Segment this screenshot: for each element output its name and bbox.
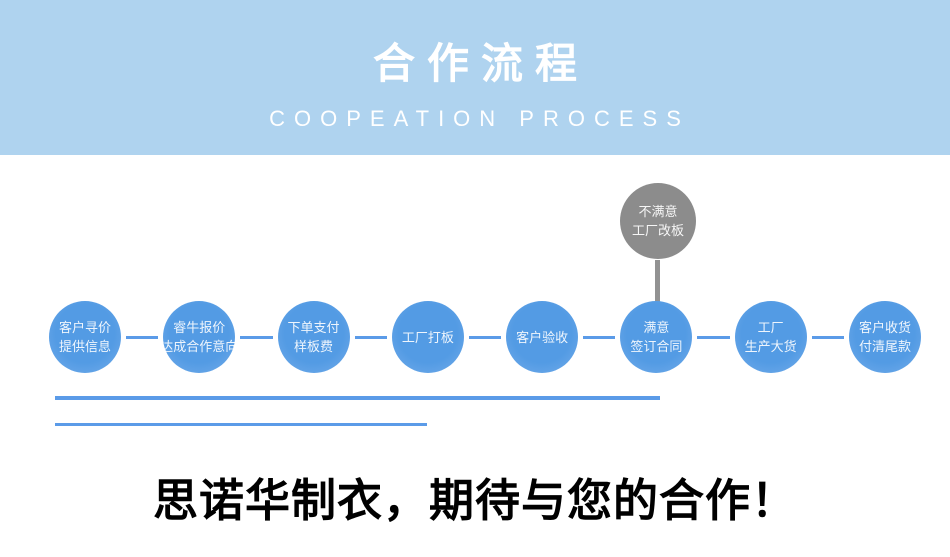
flow-step-label: 满意: [643, 320, 670, 335]
decorative-line-short: [55, 423, 427, 426]
flow-connector-line: [240, 335, 273, 339]
flow-step-label: 下单支付: [287, 320, 340, 335]
flow-connector-line: [468, 335, 502, 339]
page-subtitle: COOPEATION PROCESS: [269, 106, 690, 131]
flow-step-circle: 客户收货 付清尾款: [848, 301, 921, 373]
cooperation-flowchart: 不满意 工厂改板 客户寻价 提供信息 睿牛报价 达成合作意向 下单支付 样板费 工厂打板 客户…: [0, 155, 950, 455]
flow-step-label: 客户验收: [516, 329, 569, 345]
flow-step-label: 客户收货: [858, 320, 911, 335]
flow-step-label: 客户寻价: [58, 320, 111, 335]
flow-step-circle: 睿牛报价达成合作意向: [160, 301, 239, 373]
flow-step-label: 生产大货: [744, 339, 797, 354]
flow-step-label: 工厂: [757, 320, 784, 335]
flow-connector-line: [811, 335, 844, 339]
page-title: 合作流程: [372, 40, 589, 87]
flow-step-label: 工厂打板: [401, 329, 454, 345]
flow-node-revision: 不满意 工厂改板: [620, 183, 696, 259]
decorative-line-long: [55, 396, 660, 400]
flow-step-circle: 客户验收: [506, 301, 579, 373]
flow-step-label: 提供信息: [58, 339, 111, 354]
flow-step-circle: 工厂 生产大货: [734, 301, 807, 373]
flow-step-label: 样板费: [294, 339, 334, 354]
flow-step-circle: 下单支付 样板费: [277, 301, 350, 373]
slogan-text: 思诺华制衣，期待与您的合作！: [152, 476, 797, 526]
header-banner: 合作流程 COOPEATION PROCESS: [0, 0, 950, 155]
flow-branch-label: 工厂改板: [631, 223, 684, 238]
flow-row: 客户寻价 提供信息 睿牛报价 达成合作意向 下单支付 样板费 工厂打板 客户验收 满意 签订合同工…: [49, 301, 921, 373]
flow-step-label: 付清尾款: [858, 339, 911, 354]
flow-connector-line: [354, 335, 387, 339]
flow-step-circle: 客户寻价 提供信息: [49, 301, 121, 373]
flow-step-label: 达成合作意向: [160, 339, 239, 354]
flow-connector-line: [583, 335, 616, 339]
flow-step-circle: 工厂打板: [391, 301, 464, 373]
flow-step-label: 睿牛报价: [173, 320, 226, 335]
flow-connector-line: [126, 335, 159, 339]
branch-connector-line: [655, 260, 660, 302]
flow-step-label: 签订合同: [630, 339, 683, 354]
flow-connector-line: [697, 335, 730, 339]
flow-branch-label: 不满意: [638, 204, 678, 219]
flow-step-circle: 满意 签订合同: [620, 301, 693, 373]
